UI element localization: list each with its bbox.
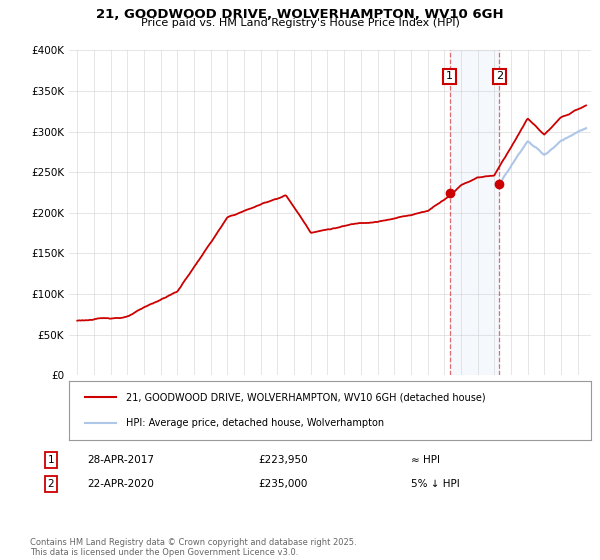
Text: £223,950: £223,950 (258, 455, 308, 465)
Text: 2: 2 (47, 479, 55, 489)
Text: 28-APR-2017: 28-APR-2017 (87, 455, 154, 465)
Text: 22-APR-2020: 22-APR-2020 (87, 479, 154, 489)
Text: 2: 2 (496, 71, 503, 81)
Text: £235,000: £235,000 (258, 479, 307, 489)
Text: 21, GOODWOOD DRIVE, WOLVERHAMPTON, WV10 6GH (detached house): 21, GOODWOOD DRIVE, WOLVERHAMPTON, WV10 … (127, 392, 486, 402)
Text: 21, GOODWOOD DRIVE, WOLVERHAMPTON, WV10 6GH: 21, GOODWOOD DRIVE, WOLVERHAMPTON, WV10 … (96, 8, 504, 21)
Text: 1: 1 (47, 455, 55, 465)
Text: ≈ HPI: ≈ HPI (411, 455, 440, 465)
Text: 5% ↓ HPI: 5% ↓ HPI (411, 479, 460, 489)
Bar (449, 50, 499, 375)
Text: Contains HM Land Registry data © Crown copyright and database right 2025.
This d: Contains HM Land Registry data © Crown c… (30, 538, 356, 557)
Text: 1: 1 (446, 71, 453, 81)
Text: HPI: Average price, detached house, Wolverhampton: HPI: Average price, detached house, Wolv… (127, 418, 385, 428)
Text: Price paid vs. HM Land Registry's House Price Index (HPI): Price paid vs. HM Land Registry's House … (140, 18, 460, 29)
